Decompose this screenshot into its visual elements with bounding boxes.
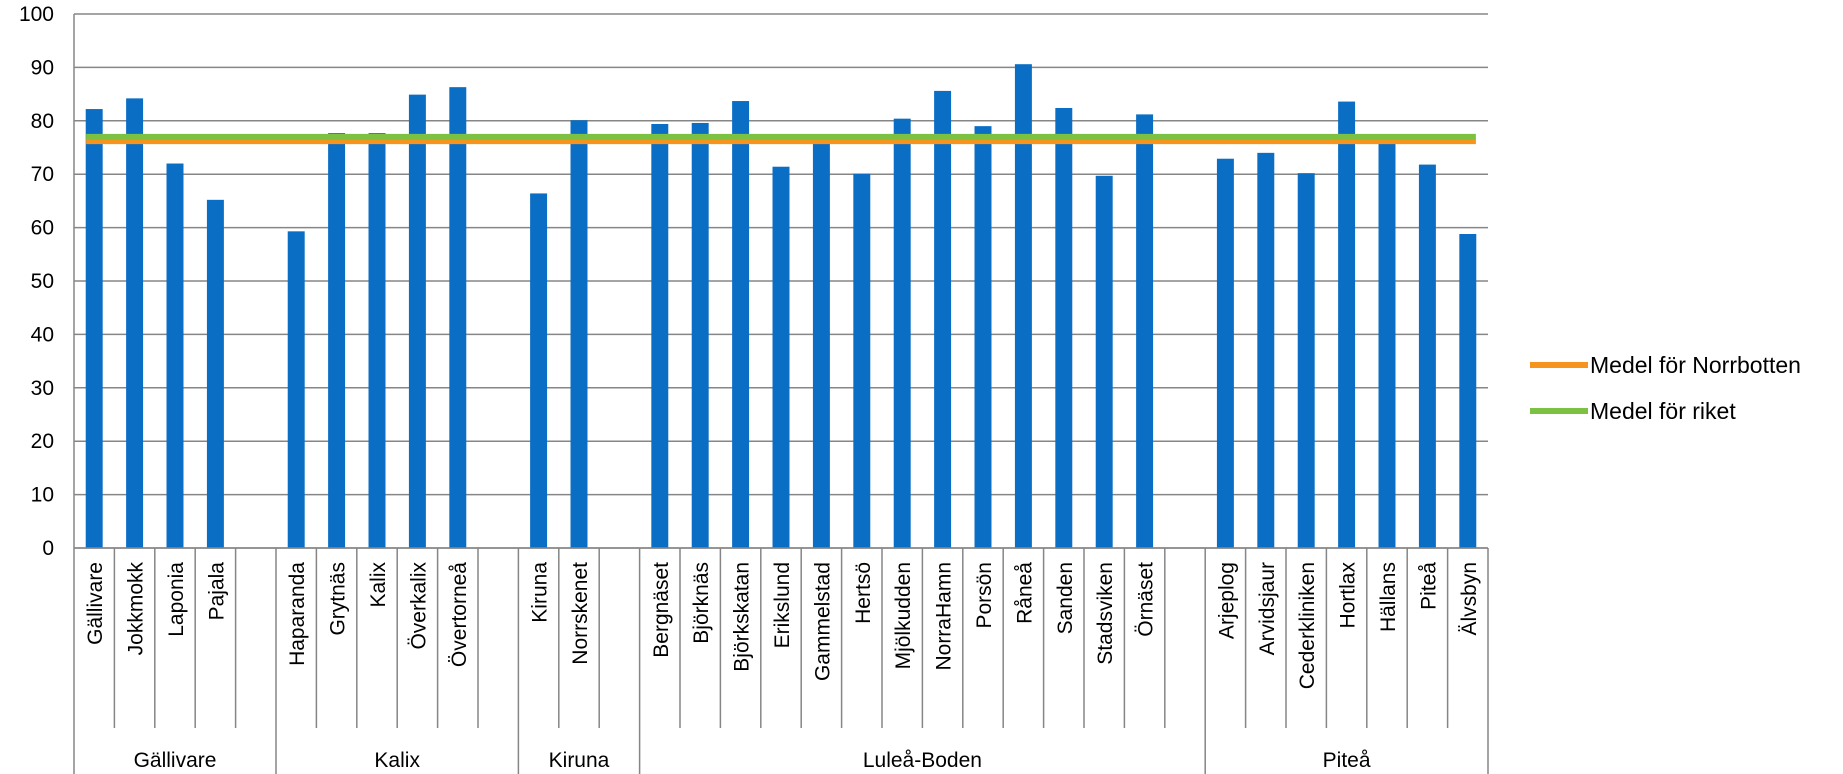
x-tick-label: Bergnäset xyxy=(650,562,673,658)
y-tick-label: 30 xyxy=(31,377,54,400)
bar-gällivare xyxy=(85,109,103,548)
bar-laponia xyxy=(166,163,184,548)
x-tick-label: Porsön xyxy=(973,562,996,629)
bars xyxy=(85,64,1477,549)
bar-kiruna xyxy=(530,193,548,548)
bar-sanden xyxy=(1055,107,1073,548)
bar-bergnäset xyxy=(651,124,669,548)
x-tick-label: Piteå xyxy=(1417,562,1440,610)
x-tick-label: Laponia xyxy=(165,562,188,637)
bar-hortlax xyxy=(1338,101,1356,549)
y-tick-label: 90 xyxy=(31,56,54,79)
bar-gammelstad xyxy=(812,141,830,548)
bar-övertorneå xyxy=(449,87,467,549)
x-tick-label: Gällivare xyxy=(84,562,107,645)
bar-erikslund xyxy=(772,166,790,548)
y-tick-label: 80 xyxy=(31,110,54,133)
bar-norrahamn xyxy=(934,90,952,549)
x-tick-label: Hortlax xyxy=(1337,562,1360,629)
bar-örnäset xyxy=(1136,114,1154,548)
bar-jokkmokk xyxy=(126,98,144,548)
bar-norrskenet xyxy=(570,120,588,549)
bar-hertsö xyxy=(853,173,871,548)
group-label: Kiruna xyxy=(549,749,610,772)
x-tick-label: Hällans xyxy=(1377,562,1400,632)
bar-porsön xyxy=(974,126,992,548)
bar-cederkliniken xyxy=(1297,173,1315,548)
bar-arvidsjaur xyxy=(1257,152,1275,548)
y-tick-label: 100 xyxy=(19,3,54,26)
y-tick-label: 10 xyxy=(31,484,54,507)
bar-piteå xyxy=(1418,164,1436,548)
bar-kalix xyxy=(368,133,386,548)
x-tick-label: Cederkliniken xyxy=(1296,562,1319,689)
bar-björkskatan xyxy=(732,101,750,549)
bar-mjölkudden xyxy=(893,118,911,548)
x-tick-label: NorraHamn xyxy=(933,562,956,671)
x-tick-label: Erikslund xyxy=(771,562,794,648)
bar-överkalix xyxy=(408,94,426,548)
legend-label: Medel för Norrbotten xyxy=(1590,352,1801,378)
bar-arjeplog xyxy=(1216,158,1234,549)
x-tick-label: Pajala xyxy=(205,562,228,621)
x-tick-label: Kalix xyxy=(367,562,390,608)
legend: Medel för Norrbotten Medel för riket xyxy=(1530,352,1801,424)
x-tick-label: Sanden xyxy=(1054,562,1077,634)
x-tick-label: Hertsö xyxy=(852,562,875,624)
x-tick-label: Älvsbyn xyxy=(1458,562,1481,636)
x-tick-label: Grytnäs xyxy=(327,562,350,636)
x-tick-label: Björkskatan xyxy=(731,562,754,672)
x-tick-label: Arjeplog xyxy=(1215,562,1238,639)
group-label: Luleå-Boden xyxy=(863,749,982,772)
x-tick-label: Stadsviken xyxy=(1094,562,1117,665)
x-tick-label: Mjölkudden xyxy=(892,562,915,669)
group-label: Kalix xyxy=(374,749,420,772)
y-tick-label: 40 xyxy=(31,323,54,346)
y-tick-label: 50 xyxy=(31,270,54,293)
x-tick-label: Råneå xyxy=(1013,562,1036,624)
bar-råneå xyxy=(1014,64,1032,549)
y-axis: 0 10 20 30 40 50 60 70 80 90 100 xyxy=(19,3,75,560)
y-tick-label: 0 xyxy=(42,537,54,560)
y-tick-label: 20 xyxy=(31,430,54,453)
x-tick-label: Björknäs xyxy=(690,562,713,644)
x-tick-label: Kiruna xyxy=(529,562,552,623)
bar-pajala xyxy=(206,199,224,548)
group-label: Gällivare xyxy=(134,749,217,772)
bar-björknäs xyxy=(691,122,709,548)
reference-lines xyxy=(86,133,1476,145)
bar-stadsviken xyxy=(1095,175,1113,548)
x-tick-label: Arvidsjaur xyxy=(1256,562,1279,655)
legend-label: Medel för riket xyxy=(1590,398,1736,424)
x-tick-label: Norrskenet xyxy=(569,562,592,665)
y-tick-label: 60 xyxy=(31,217,54,240)
group-label: Piteå xyxy=(1323,749,1371,772)
x-axis: Gällivare Jokkmokk Laponia Pajala Haparanda G… xyxy=(73,547,1489,774)
bar-hällans xyxy=(1378,138,1396,548)
bar-grytnäs xyxy=(328,133,346,548)
x-tick-label: Haparanda xyxy=(286,562,309,666)
x-tick-label: Örnäset xyxy=(1135,562,1158,637)
bar-älvsbyn xyxy=(1459,234,1477,548)
y-tick-label: 70 xyxy=(31,163,54,186)
x-tick-label: Överkalix xyxy=(407,562,430,650)
bar-haparanda xyxy=(287,231,305,548)
x-tick-label: Övertorneå xyxy=(448,562,471,667)
x-tick-label: Jokkmokk xyxy=(125,562,148,656)
x-tick-label: Gammelstad xyxy=(811,562,834,681)
